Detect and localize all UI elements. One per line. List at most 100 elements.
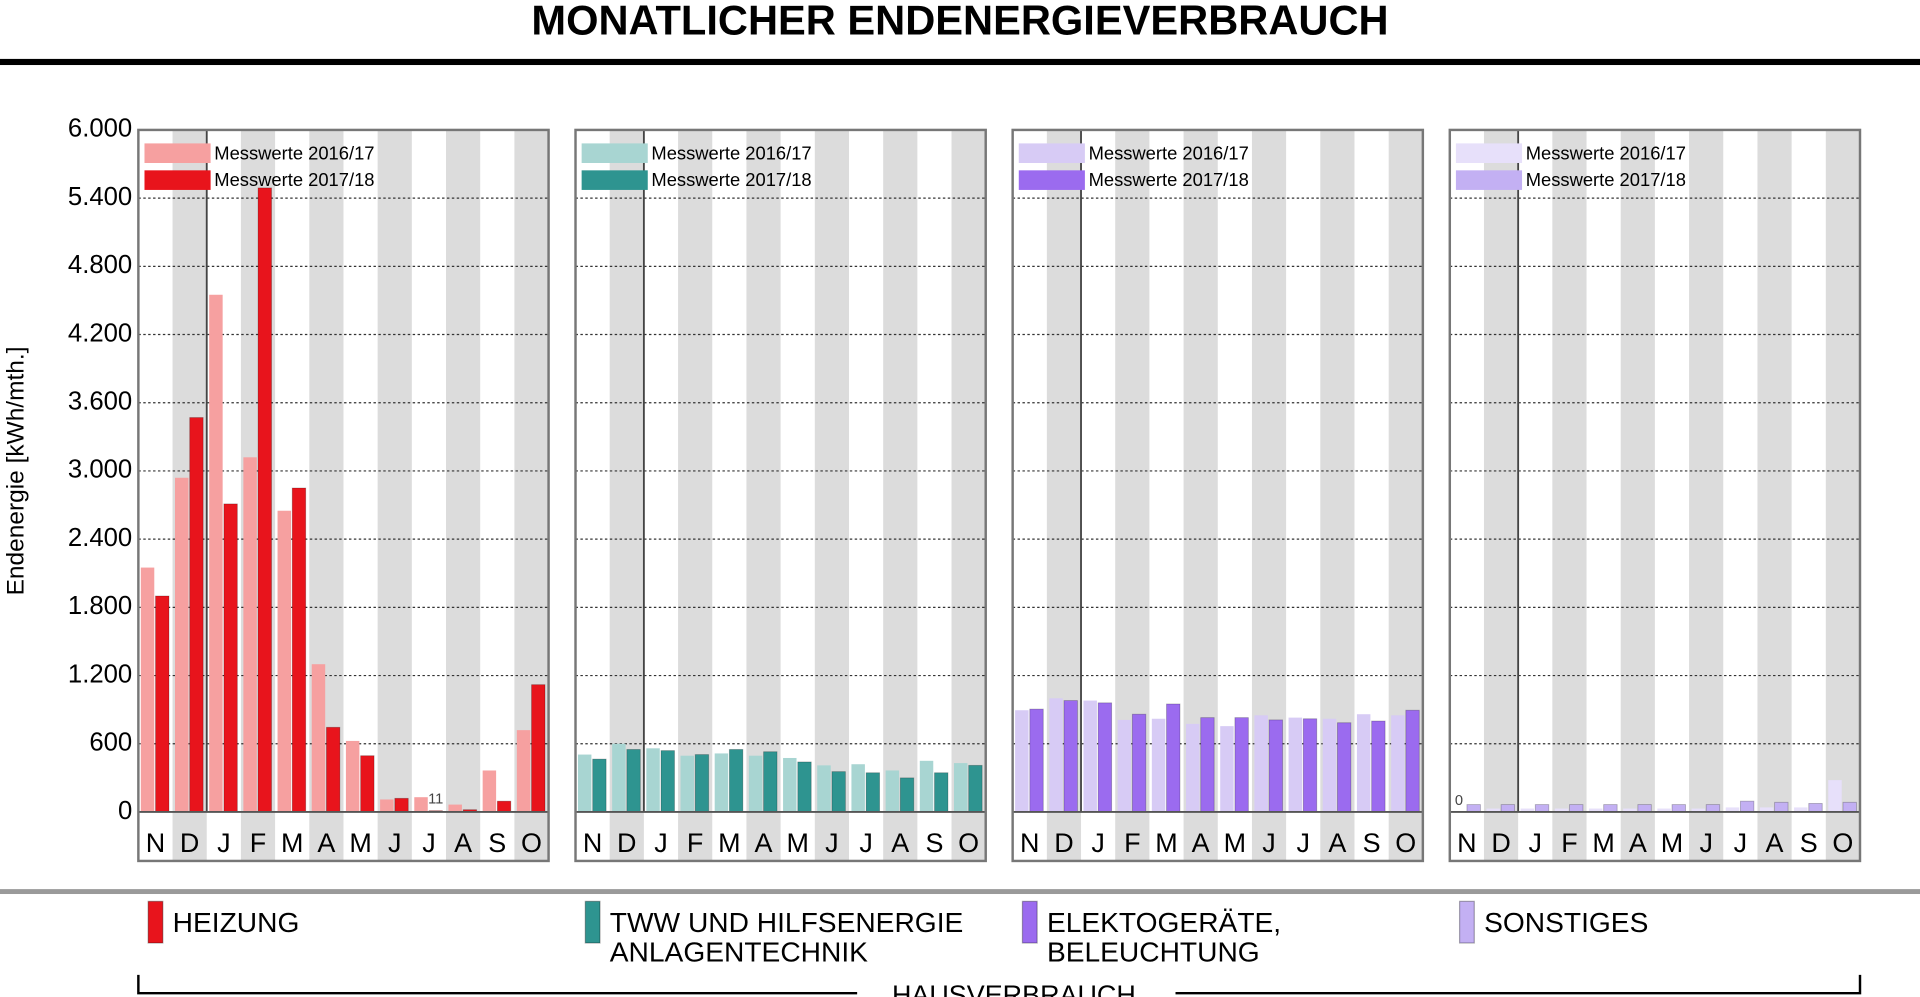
x-tick-label: O bbox=[1832, 828, 1853, 858]
x-tick-label: F bbox=[1124, 828, 1140, 858]
x-tick-label: M bbox=[786, 828, 808, 858]
bar bbox=[1083, 700, 1097, 812]
x-tick-label: F bbox=[1561, 828, 1577, 858]
x-tick-label: A bbox=[1629, 828, 1647, 858]
bar bbox=[1671, 804, 1686, 813]
bar bbox=[516, 730, 531, 812]
column-band bbox=[1757, 129, 1792, 861]
bar bbox=[1637, 804, 1652, 813]
bracket bbox=[137, 974, 1862, 995]
panel-frame bbox=[1011, 128, 1425, 863]
x-tick-label: J bbox=[825, 828, 838, 858]
bar bbox=[1220, 726, 1234, 812]
legend-swatch bbox=[581, 143, 648, 163]
category-label: ELEKTOGERÄTE, bbox=[1047, 907, 1281, 938]
bar bbox=[1200, 717, 1215, 813]
bar bbox=[1794, 807, 1808, 812]
category-label: ANLAGENTECHNIK bbox=[610, 936, 868, 967]
x-tick-label: J bbox=[1699, 828, 1712, 858]
column-band bbox=[1825, 129, 1860, 861]
bar bbox=[1725, 807, 1740, 812]
category-swatch bbox=[147, 900, 164, 944]
x-tick-label: O bbox=[958, 828, 979, 858]
bar bbox=[1534, 804, 1550, 813]
column-band bbox=[446, 129, 481, 861]
panel-frame bbox=[1448, 128, 1862, 863]
x-tick-label: J bbox=[1734, 828, 1747, 858]
bar bbox=[1739, 800, 1755, 813]
x-tick-label: N bbox=[583, 828, 602, 858]
y-tick-label: 0 bbox=[118, 797, 132, 825]
x-tick-label: N bbox=[1457, 828, 1476, 858]
bar bbox=[1117, 719, 1132, 812]
column-band bbox=[951, 129, 986, 861]
bar bbox=[531, 684, 546, 813]
bar bbox=[326, 726, 341, 813]
bar bbox=[257, 187, 272, 813]
bar bbox=[626, 749, 641, 813]
bar bbox=[448, 804, 462, 812]
column-band bbox=[1483, 129, 1519, 861]
legend-label: Messwerte 2017/18 bbox=[1089, 169, 1249, 190]
y-tick-label: 3.600 bbox=[68, 388, 132, 416]
bar bbox=[140, 567, 155, 812]
x-tick-label: M bbox=[1155, 828, 1177, 858]
x-tick-label: M bbox=[718, 828, 740, 858]
x-tick-label: A bbox=[1766, 828, 1784, 858]
y-tick-label: 600 bbox=[89, 729, 132, 757]
x-tick-label: F bbox=[687, 828, 703, 858]
x-tick-label: A bbox=[891, 828, 909, 858]
x-tick-label: M bbox=[349, 828, 371, 858]
bar bbox=[1268, 719, 1283, 813]
y-tick-label: 5.400 bbox=[68, 183, 132, 211]
bar bbox=[1097, 702, 1113, 813]
bar bbox=[865, 772, 881, 813]
bar bbox=[1029, 708, 1044, 813]
legend-label: Messwerte 2016/17 bbox=[1089, 142, 1249, 163]
category-swatch bbox=[584, 900, 601, 944]
y-tick-label: 4.800 bbox=[68, 251, 132, 279]
bar bbox=[577, 754, 592, 812]
x-tick-label: M bbox=[281, 828, 303, 858]
bar bbox=[277, 510, 292, 812]
x-tick-label: A bbox=[1192, 828, 1210, 858]
bar bbox=[1166, 703, 1181, 813]
bar bbox=[1186, 723, 1200, 812]
bar bbox=[155, 595, 170, 813]
bar bbox=[1234, 717, 1249, 813]
bar bbox=[919, 760, 934, 812]
bar bbox=[694, 754, 710, 813]
legend-swatch bbox=[1455, 170, 1523, 190]
x-tick-label: O bbox=[1395, 828, 1416, 858]
bar bbox=[1705, 804, 1721, 813]
y-tick-label: 1.800 bbox=[68, 592, 132, 620]
bar bbox=[380, 799, 394, 812]
x-tick-label: D bbox=[180, 828, 199, 858]
x-tick-label: F bbox=[250, 828, 266, 858]
bar bbox=[1623, 808, 1637, 812]
x-tick-label: J bbox=[859, 828, 872, 858]
x-tick-label: N bbox=[146, 828, 165, 858]
panel-frame bbox=[137, 128, 550, 863]
bar bbox=[783, 757, 797, 812]
x-tick-label: J bbox=[422, 828, 435, 858]
bar bbox=[1808, 803, 1823, 813]
bar bbox=[1588, 808, 1603, 812]
category-label: HEIZUNG bbox=[173, 907, 300, 938]
bar bbox=[345, 740, 360, 812]
x-tick-label: J bbox=[217, 828, 230, 858]
x-tick-label: D bbox=[1491, 828, 1510, 858]
x-tick-label: J bbox=[654, 828, 667, 858]
bar bbox=[646, 748, 660, 812]
bar bbox=[1500, 804, 1516, 813]
column-band bbox=[1620, 129, 1655, 861]
bar bbox=[1337, 722, 1352, 813]
x-tick-label: J bbox=[1296, 828, 1309, 858]
x-tick-label: J bbox=[1529, 828, 1542, 858]
x-tick-label: M bbox=[1661, 828, 1683, 858]
bar bbox=[1151, 718, 1166, 812]
category-label: SONSTIGES bbox=[1484, 907, 1648, 938]
bar bbox=[1302, 718, 1318, 813]
bar bbox=[496, 800, 512, 813]
x-tick-label: J bbox=[388, 828, 401, 858]
